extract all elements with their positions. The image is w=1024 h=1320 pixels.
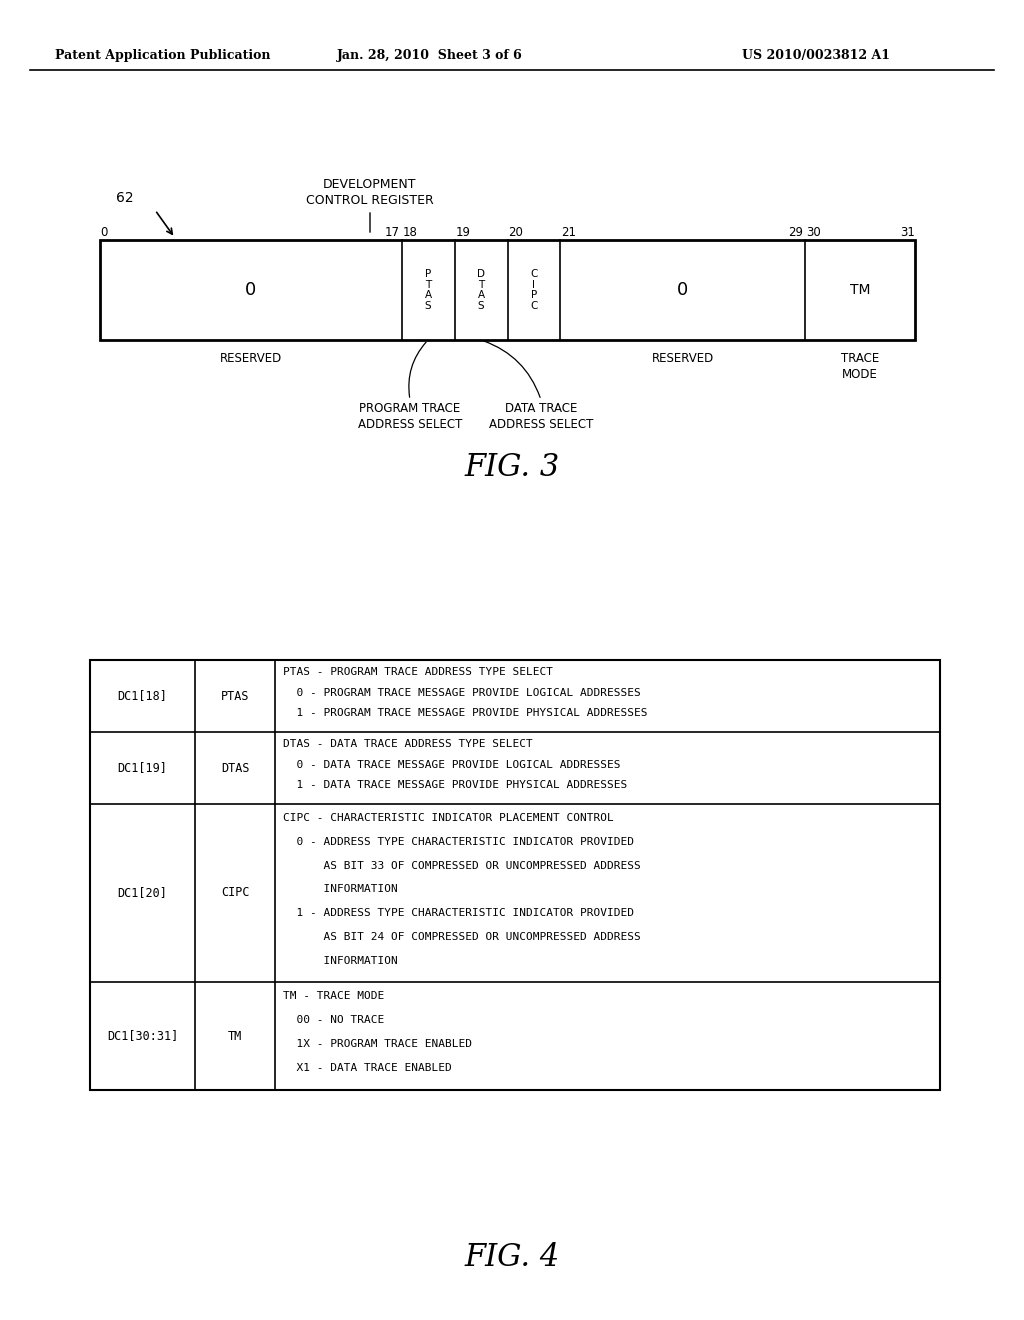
Text: 0 - ADDRESS TYPE CHARACTERISTIC INDICATOR PROVIDED: 0 - ADDRESS TYPE CHARACTERISTIC INDICATO… xyxy=(283,837,634,847)
Text: CIPC - CHARACTERISTIC INDICATOR PLACEMENT CONTROL: CIPC - CHARACTERISTIC INDICATOR PLACEMEN… xyxy=(283,813,613,824)
Text: 00 - NO TRACE: 00 - NO TRACE xyxy=(283,1015,384,1026)
Text: 19: 19 xyxy=(456,227,470,239)
Text: DC1[30:31]: DC1[30:31] xyxy=(106,1030,178,1043)
Text: 0: 0 xyxy=(677,281,688,300)
Text: 30: 30 xyxy=(806,227,820,239)
Text: Patent Application Publication: Patent Application Publication xyxy=(55,49,270,62)
Text: 17: 17 xyxy=(385,227,399,239)
Text: US 2010/0023812 A1: US 2010/0023812 A1 xyxy=(742,49,890,62)
Text: 1 - ADDRESS TYPE CHARACTERISTIC INDICATOR PROVIDED: 1 - ADDRESS TYPE CHARACTERISTIC INDICATO… xyxy=(283,908,634,919)
Text: 1 - PROGRAM TRACE MESSAGE PROVIDE PHYSICAL ADDRESSES: 1 - PROGRAM TRACE MESSAGE PROVIDE PHYSIC… xyxy=(283,709,647,718)
Text: AS BIT 24 OF COMPRESSED OR UNCOMPRESSED ADDRESS: AS BIT 24 OF COMPRESSED OR UNCOMPRESSED … xyxy=(283,932,641,942)
Text: 0 - DATA TRACE MESSAGE PROVIDE LOGICAL ADDRESSES: 0 - DATA TRACE MESSAGE PROVIDE LOGICAL A… xyxy=(283,760,621,770)
Bar xyxy=(90,660,940,1090)
Text: 1X - PROGRAM TRACE ENABLED: 1X - PROGRAM TRACE ENABLED xyxy=(283,1039,472,1049)
Text: 0: 0 xyxy=(245,281,256,300)
Text: ADDRESS SELECT: ADDRESS SELECT xyxy=(357,417,462,430)
Text: DTAS: DTAS xyxy=(221,762,249,775)
Bar xyxy=(100,240,915,341)
Text: DC1[20]: DC1[20] xyxy=(118,887,168,899)
Text: 18: 18 xyxy=(402,227,418,239)
Text: TRACE: TRACE xyxy=(841,351,880,364)
Text: 20: 20 xyxy=(509,227,523,239)
Text: 31: 31 xyxy=(900,227,915,239)
Text: 62: 62 xyxy=(116,191,138,205)
Text: D
T
A
S: D T A S xyxy=(477,269,485,312)
Text: 1 - DATA TRACE MESSAGE PROVIDE PHYSICAL ADDRESSES: 1 - DATA TRACE MESSAGE PROVIDE PHYSICAL … xyxy=(283,780,628,791)
Text: 21: 21 xyxy=(561,227,577,239)
Text: CIPC: CIPC xyxy=(221,887,249,899)
Text: PROGRAM TRACE: PROGRAM TRACE xyxy=(359,401,461,414)
Text: FIG. 4: FIG. 4 xyxy=(464,1242,560,1274)
Text: FIG. 3: FIG. 3 xyxy=(464,453,560,483)
Text: X1 - DATA TRACE ENABLED: X1 - DATA TRACE ENABLED xyxy=(283,1064,452,1073)
Text: INFORMATION: INFORMATION xyxy=(283,884,397,895)
Text: DEVELOPMENT: DEVELOPMENT xyxy=(324,178,417,191)
Text: INFORMATION: INFORMATION xyxy=(283,956,397,966)
Text: ADDRESS SELECT: ADDRESS SELECT xyxy=(488,417,593,430)
Text: PTAS: PTAS xyxy=(221,689,249,702)
Text: RESERVED: RESERVED xyxy=(651,351,714,364)
Text: TM: TM xyxy=(850,282,870,297)
Text: DATA TRACE: DATA TRACE xyxy=(505,401,578,414)
Text: CONTROL REGISTER: CONTROL REGISTER xyxy=(306,194,434,206)
Text: 29: 29 xyxy=(788,227,803,239)
Text: C
I
P
C: C I P C xyxy=(530,269,538,312)
Text: PTAS - PROGRAM TRACE ADDRESS TYPE SELECT: PTAS - PROGRAM TRACE ADDRESS TYPE SELECT xyxy=(283,668,553,677)
Text: DC1[19]: DC1[19] xyxy=(118,762,168,775)
Text: AS BIT 33 OF COMPRESSED OR UNCOMPRESSED ADDRESS: AS BIT 33 OF COMPRESSED OR UNCOMPRESSED … xyxy=(283,861,641,871)
Text: MODE: MODE xyxy=(842,367,878,380)
Text: 0 - PROGRAM TRACE MESSAGE PROVIDE LOGICAL ADDRESSES: 0 - PROGRAM TRACE MESSAGE PROVIDE LOGICA… xyxy=(283,688,641,698)
Text: TM: TM xyxy=(228,1030,242,1043)
Text: DC1[18]: DC1[18] xyxy=(118,689,168,702)
Text: 0: 0 xyxy=(100,227,108,239)
Text: P
T
A
S: P T A S xyxy=(425,269,431,312)
Text: TM - TRACE MODE: TM - TRACE MODE xyxy=(283,991,384,1002)
Text: Jan. 28, 2010  Sheet 3 of 6: Jan. 28, 2010 Sheet 3 of 6 xyxy=(337,49,523,62)
Text: RESERVED: RESERVED xyxy=(220,351,282,364)
Text: DTAS - DATA TRACE ADDRESS TYPE SELECT: DTAS - DATA TRACE ADDRESS TYPE SELECT xyxy=(283,739,532,750)
